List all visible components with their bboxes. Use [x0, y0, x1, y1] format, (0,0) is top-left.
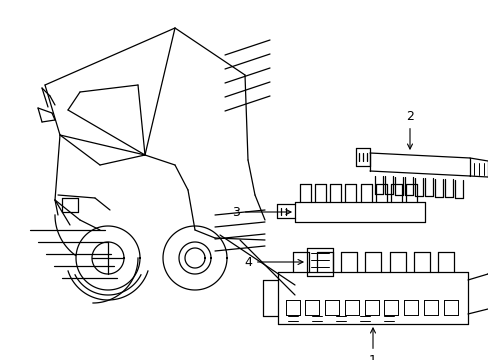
Text: 3: 3: [232, 206, 290, 219]
Text: 2: 2: [405, 110, 413, 149]
Text: 1: 1: [368, 328, 376, 360]
Text: 4: 4: [244, 256, 303, 269]
